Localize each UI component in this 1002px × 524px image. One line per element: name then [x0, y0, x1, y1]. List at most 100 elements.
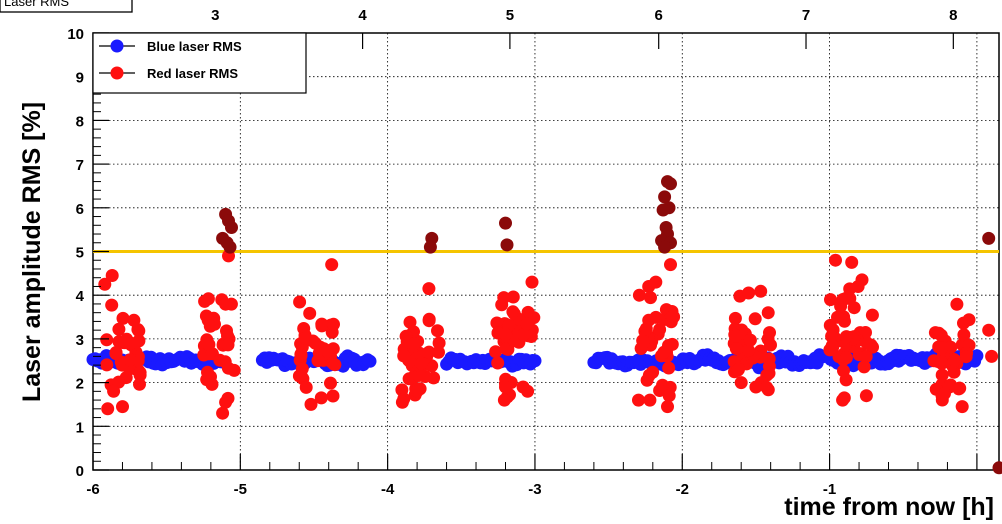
x-axis-title: time from now [h]: [784, 493, 994, 521]
y-tick-label: 6: [76, 201, 84, 218]
red-point: [202, 338, 216, 351]
top-tick-label: 4: [358, 7, 367, 24]
legend-box: [92, 32, 307, 94]
red-point: [219, 395, 233, 409]
red-point: [320, 345, 334, 358]
red-point: [100, 333, 114, 347]
red-point: [105, 269, 119, 282]
red-point: [133, 366, 147, 380]
y-tick-label: 10: [67, 26, 84, 43]
red-point: [948, 353, 962, 367]
top-tick-label: 3: [211, 7, 219, 24]
red-point: [734, 376, 748, 390]
top-tick-label: 7: [802, 7, 810, 24]
red-point: [950, 297, 964, 311]
red-point: [499, 342, 513, 356]
red-point: [216, 406, 230, 420]
red-point: [636, 334, 650, 348]
red-point: [525, 275, 539, 289]
chart-title: Laser RMS: [4, 0, 69, 9]
red-point: [649, 275, 663, 289]
red-point: [953, 381, 967, 395]
red-point: [422, 282, 436, 296]
red-point: [982, 323, 996, 337]
red-point: [762, 359, 776, 373]
red-point: [665, 337, 679, 351]
outlier-point: [992, 461, 1002, 475]
top-tick-label: 6: [655, 7, 663, 24]
red-point: [836, 293, 850, 306]
red-point: [294, 349, 308, 363]
x-tick-label: -2: [676, 481, 689, 498]
red-point: [422, 314, 436, 328]
red-point: [749, 380, 763, 394]
red-point: [410, 384, 424, 398]
red-point: [100, 358, 114, 372]
x-tick-label: -1: [823, 481, 836, 498]
outlier-point: [499, 216, 512, 230]
red-point: [124, 336, 138, 350]
red-point: [407, 337, 421, 351]
red-series: [98, 249, 999, 420]
outlier-point: [658, 190, 672, 204]
red-point: [643, 393, 657, 407]
red-point: [754, 284, 768, 298]
red-point: [985, 349, 999, 363]
red-point: [845, 255, 859, 269]
red-point: [640, 373, 654, 387]
y-tick-label: 2: [76, 376, 84, 393]
red-point: [743, 333, 757, 347]
red-point: [213, 353, 227, 367]
red-point: [520, 317, 534, 331]
red-point: [760, 380, 774, 394]
red-point: [825, 329, 839, 343]
red-point: [934, 328, 948, 342]
red-point: [935, 356, 949, 370]
red-point: [826, 340, 840, 354]
red-point: [649, 310, 663, 324]
y-tick-label: 3: [76, 332, 84, 349]
red-point: [837, 391, 851, 405]
red-point: [661, 400, 674, 414]
red-point: [955, 400, 969, 414]
red-point: [324, 376, 337, 390]
red-point: [123, 353, 137, 367]
red-point: [728, 311, 742, 325]
red-point: [221, 338, 235, 352]
red-point: [201, 292, 215, 306]
red-point: [490, 316, 504, 330]
red-point: [829, 253, 842, 267]
red-point: [328, 358, 342, 372]
red-point: [855, 273, 869, 287]
red-point: [517, 328, 530, 342]
red-point: [98, 277, 112, 291]
red-point: [729, 342, 743, 355]
red-point: [938, 387, 951, 400]
red-point: [657, 345, 671, 359]
red-point: [664, 258, 677, 272]
red-point: [644, 291, 657, 305]
y-tick-label: 9: [76, 70, 84, 87]
red-point: [112, 322, 126, 336]
red-point: [299, 380, 313, 394]
top-tick-label: 5: [506, 7, 514, 24]
red-point: [431, 324, 444, 338]
outlier-point: [500, 238, 514, 252]
red-point: [935, 341, 949, 355]
red-point: [304, 397, 318, 411]
red-point: [432, 345, 445, 359]
red-point: [395, 395, 409, 409]
top-tick-label: 8: [949, 7, 957, 24]
red-point: [397, 349, 411, 363]
red-point: [227, 363, 241, 377]
red-point: [742, 286, 756, 300]
red-point: [499, 380, 512, 394]
legend: Blue laser RMS Red laser RMS: [92, 32, 307, 94]
red-point: [314, 391, 328, 405]
red-point: [109, 347, 123, 361]
outlier-point: [423, 240, 437, 254]
x-tick-label: -3: [528, 481, 541, 498]
red-point: [847, 301, 861, 315]
red-point: [107, 384, 121, 398]
red-point: [861, 337, 875, 351]
